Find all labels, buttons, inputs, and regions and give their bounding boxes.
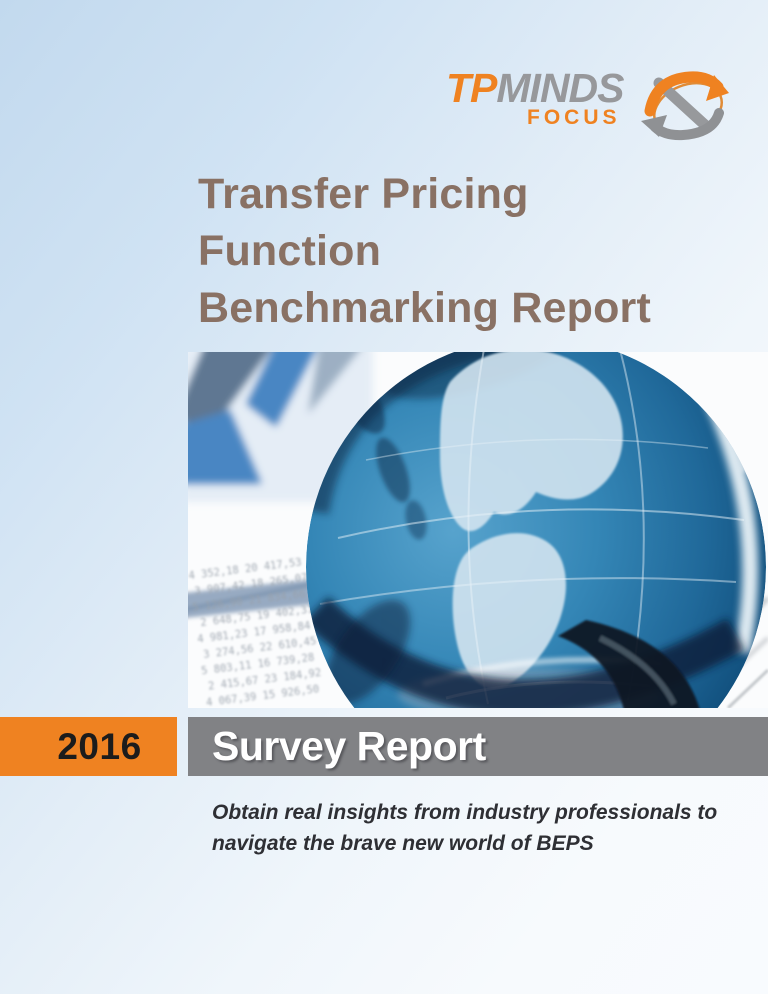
- tagline-line-2: navigate the brave new world of BEPS: [212, 832, 594, 855]
- logo-wordmark: TPMINDS: [446, 65, 625, 111]
- title-line-3: Benchmarking Report: [198, 284, 651, 332]
- logo-minds-text: MINDS: [496, 65, 624, 111]
- cover-photo-globe-on-spreadsheets: 4 352,18 20 417,53 3 907,42 18 265,07 5 …: [188, 352, 768, 708]
- banner-bar: Survey Report: [188, 717, 768, 776]
- spreadsheet-number-rows: 4 352,18 20 417,53 3 907,42 18 265,07 5 …: [188, 556, 322, 708]
- title-line-1: Transfer Pricing: [198, 170, 529, 218]
- eyeglasses-arm: [558, 620, 700, 708]
- year-badge: 2016: [0, 717, 177, 776]
- continents-americas: [440, 352, 623, 689]
- year-text: 2016: [57, 725, 142, 767]
- logo-focus-text: FOCUS: [527, 106, 621, 129]
- tagline: Obtain real insights from industry profe…: [212, 797, 717, 859]
- tagline-line-1: Obtain real insights from industry profe…: [212, 801, 718, 824]
- banner-title: Survey Report: [212, 723, 486, 769]
- glass-globe: [306, 352, 766, 708]
- globe-photo-illustration: 4 352,18 20 417,53 3 907,42 18 265,07 5 …: [188, 352, 768, 708]
- title-line-2: Function: [198, 227, 382, 275]
- swirl-globe-arrows-icon: [641, 71, 729, 141]
- report-title: Transfer Pricing Function Benchmarking R…: [198, 166, 758, 337]
- logo-tp-text: TP: [446, 65, 497, 111]
- blurred-bar-chart: [188, 352, 373, 502]
- brand-logo: TPMINDS FOCUS: [446, 65, 625, 130]
